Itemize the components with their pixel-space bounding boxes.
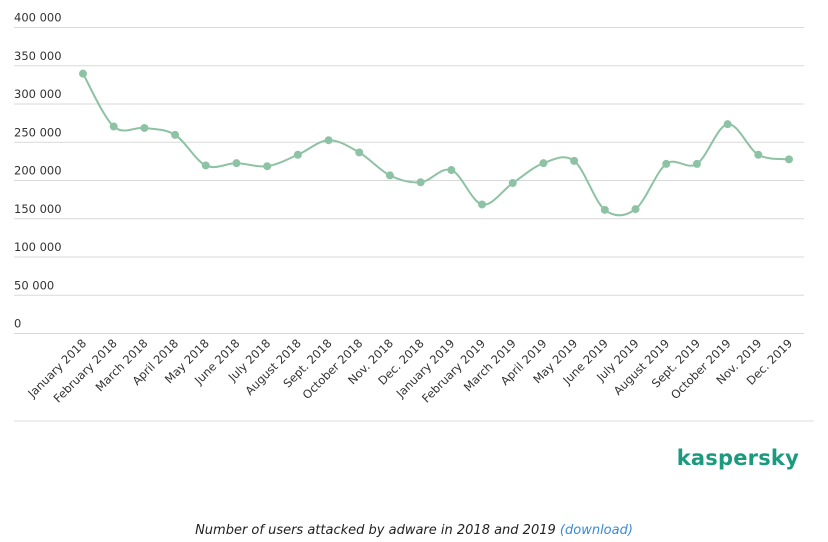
data-point[interactable] [232,159,241,168]
data-point[interactable] [447,166,456,175]
series-layer [79,69,793,217]
data-point[interactable] [171,130,180,139]
data-point[interactable] [508,179,517,188]
series-line [82,73,790,217]
y-tick-label: 50 000 [14,278,54,292]
data-point[interactable] [293,150,302,159]
data-point[interactable] [600,205,609,214]
data-point[interactable] [201,161,210,170]
kaspersky-logo: kaspersky [676,446,799,470]
data-point[interactable] [140,123,149,132]
data-point[interactable] [263,162,272,171]
download-link[interactable]: (download) [559,523,633,538]
data-point[interactable] [539,159,548,168]
y-tick-label: 350 000 [14,49,62,63]
grid-lines [14,27,804,334]
data-point[interactable] [631,205,640,214]
data-point[interactable] [416,178,425,187]
y-tick-label: 400 000 [14,11,62,25]
y-axis-tick-labels: 0 50 000 100 000 150 000 200 000 250 000 300 0… [14,11,62,331]
data-point[interactable] [324,136,333,145]
y-tick-label: 150 000 [14,202,62,216]
data-point[interactable] [385,171,394,180]
data-point[interactable] [754,150,763,159]
data-point[interactable] [570,156,579,165]
y-tick-label: 250 000 [14,125,62,139]
data-point[interactable] [478,200,487,209]
data-point[interactable] [662,159,671,168]
data-point[interactable] [79,69,87,78]
chart-caption: Number of users attacked by adware in 20… [0,523,828,538]
data-point[interactable] [692,159,701,168]
y-tick-label: 200 000 [14,164,62,178]
y-tick-label: 100 000 [14,240,62,254]
data-point[interactable] [355,148,364,157]
data-point[interactable] [723,120,732,129]
y-tick-label: 0 [14,317,21,331]
data-point[interactable] [785,155,793,164]
y-tick-label: 300 000 [14,87,62,101]
data-point[interactable] [109,122,118,131]
caption-text: Number of users attacked by adware in 20… [195,523,556,538]
